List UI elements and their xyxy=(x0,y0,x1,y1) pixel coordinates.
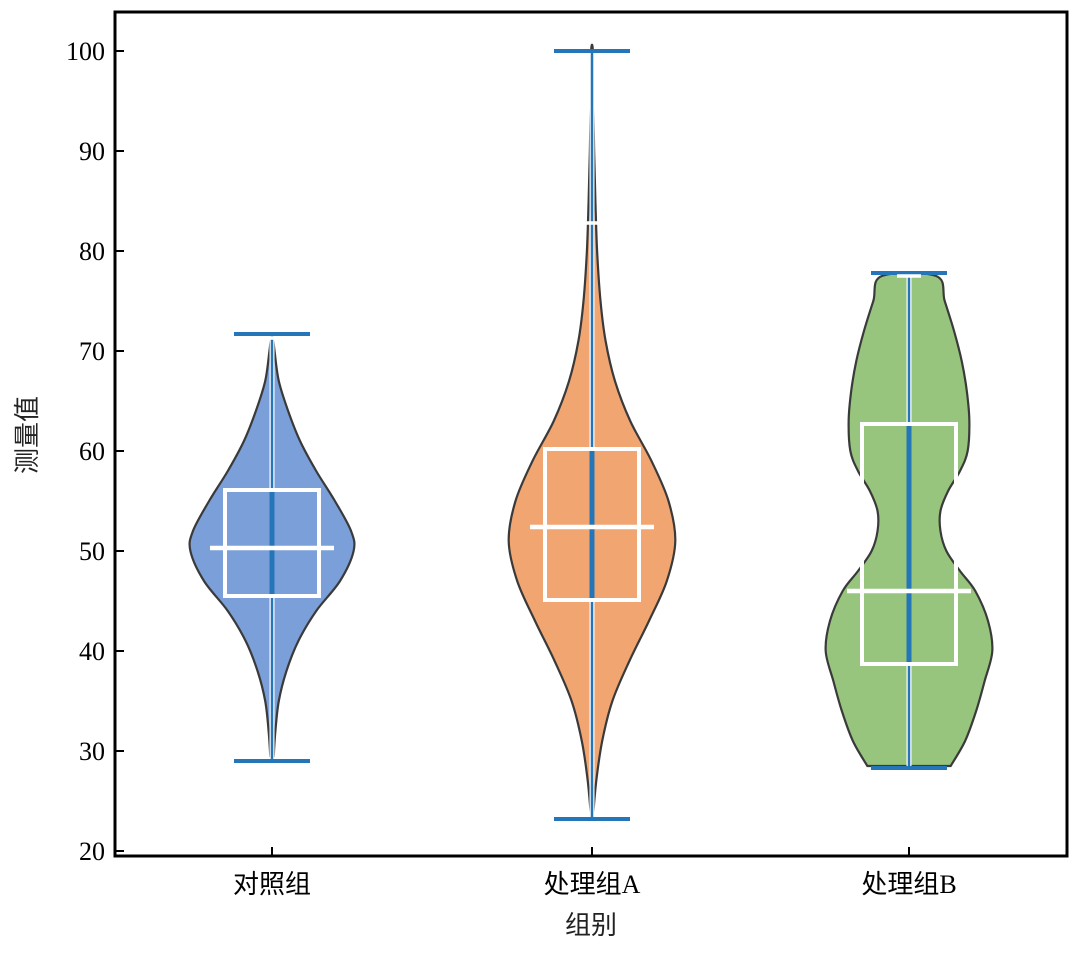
x-tick-label: 处理组A xyxy=(544,870,641,899)
y-tick-label: 20 xyxy=(79,837,105,866)
x-tick-label: 对照组 xyxy=(233,870,311,899)
y-axis-title: 测量值 xyxy=(13,396,43,474)
iqr-box xyxy=(860,422,958,666)
y-tick-label: 90 xyxy=(79,137,105,166)
y-tick-label: 70 xyxy=(79,337,105,366)
y-tick-label: 100 xyxy=(66,37,105,66)
x-axis: 对照组 处理组A 处理组B xyxy=(233,847,957,899)
violin-layer xyxy=(188,43,994,821)
violin-1 xyxy=(188,332,356,763)
iqr-box xyxy=(543,447,641,602)
x-tick-label: 处理组B xyxy=(861,870,956,899)
iqr-box xyxy=(223,488,321,598)
violin-2 xyxy=(507,43,677,821)
y-tick-label: 60 xyxy=(79,437,105,466)
y-tick-label: 30 xyxy=(79,737,105,766)
violin-3 xyxy=(824,271,994,770)
y-axis: 20 30 40 50 60 70 80 90 100 xyxy=(66,37,124,866)
y-tick-label: 40 xyxy=(79,637,105,666)
y-tick-label: 50 xyxy=(79,537,105,566)
y-tick-label: 80 xyxy=(79,237,105,266)
x-axis-title: 组别 xyxy=(565,911,617,941)
